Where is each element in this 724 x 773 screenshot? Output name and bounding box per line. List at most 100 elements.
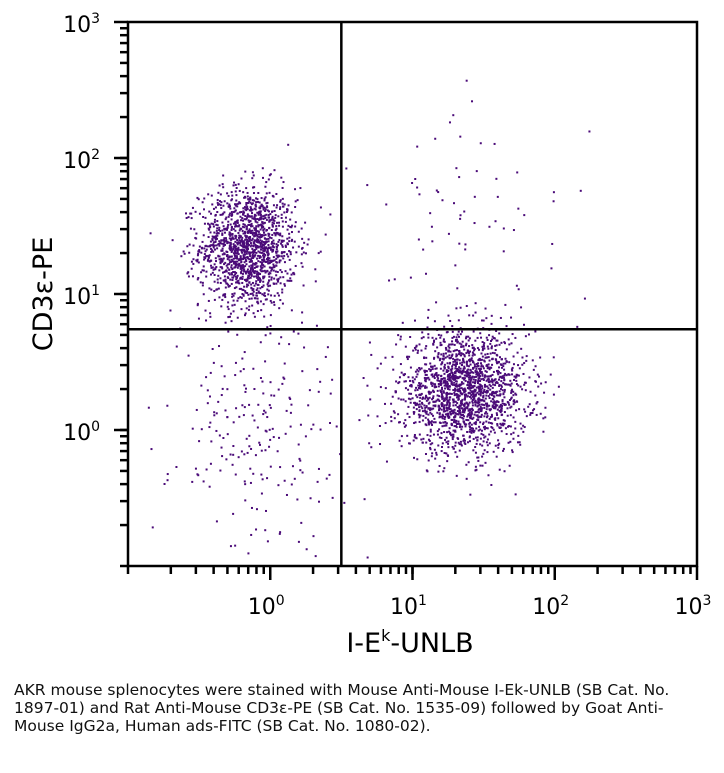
data-point [267, 253, 270, 256]
data-point [227, 285, 230, 288]
data-point [271, 225, 274, 228]
data-point [236, 260, 239, 263]
data-point [266, 283, 269, 286]
data-point [308, 389, 311, 392]
data-point [458, 350, 461, 353]
data-point [209, 462, 212, 465]
data-point [455, 361, 458, 364]
data-point [257, 290, 260, 293]
data-point [498, 390, 501, 393]
data-point [529, 413, 532, 416]
data-point [319, 250, 322, 253]
data-point [433, 364, 436, 367]
data-point [259, 256, 262, 259]
data-point [433, 375, 436, 378]
data-point [297, 443, 300, 446]
data-point [207, 227, 210, 230]
data-point [196, 473, 199, 476]
data-point [277, 484, 280, 487]
data-point [447, 374, 450, 377]
data-point [290, 309, 293, 312]
data-point [443, 340, 446, 343]
data-point [237, 202, 240, 205]
data-point [440, 450, 443, 453]
data-point [266, 209, 269, 212]
data-point [294, 225, 297, 228]
data-point [456, 413, 459, 416]
data-point [284, 245, 287, 248]
data-point [223, 211, 226, 214]
data-point [448, 357, 451, 360]
data-point [499, 388, 502, 391]
data-point [288, 250, 291, 253]
data-point [489, 416, 492, 419]
data-point [441, 361, 444, 364]
data-point [225, 264, 228, 267]
data-point [497, 446, 500, 449]
data-point [421, 331, 424, 334]
data-point [249, 258, 252, 261]
data-point [244, 170, 247, 173]
data-point [271, 245, 274, 248]
data-point [280, 255, 283, 258]
data-point [448, 372, 451, 375]
data-point [454, 389, 457, 392]
data-point [514, 376, 517, 379]
data-point [440, 432, 443, 435]
data-point [246, 451, 249, 454]
data-point [476, 414, 479, 417]
data-point [220, 242, 223, 245]
data-point [220, 239, 223, 242]
data-point [237, 456, 240, 459]
data-point [488, 442, 491, 445]
data-point [464, 370, 467, 373]
data-point [259, 376, 262, 379]
data-point [434, 383, 437, 386]
data-point [478, 373, 481, 376]
data-point [238, 201, 241, 204]
data-point [267, 293, 270, 296]
data-point [488, 417, 491, 420]
data-point [267, 281, 270, 284]
data-point [479, 385, 482, 388]
data-point [230, 218, 233, 221]
y-tick-label: 101 [63, 283, 100, 310]
data-point [502, 419, 505, 422]
data-point [462, 367, 465, 370]
data-point [252, 245, 255, 248]
data-point [505, 348, 508, 351]
data-point [503, 419, 506, 422]
data-point [245, 437, 248, 440]
data-point [209, 315, 212, 318]
data-point [464, 337, 467, 340]
data-point [280, 216, 283, 219]
data-point [466, 415, 469, 418]
data-point [277, 233, 280, 236]
data-point [277, 279, 280, 282]
data-point [241, 242, 244, 245]
data-point [512, 431, 515, 434]
data-point [457, 422, 460, 425]
data-point [212, 250, 215, 253]
data-point [442, 358, 445, 361]
data-point [267, 289, 270, 292]
data-point [218, 240, 221, 243]
data-point [260, 225, 263, 228]
data-point [234, 234, 237, 237]
data-point [151, 526, 154, 529]
data-point [228, 256, 231, 259]
data-point [486, 391, 489, 394]
data-point [482, 396, 485, 399]
data-point [281, 382, 284, 385]
data-point [272, 248, 275, 251]
data-point [281, 302, 284, 305]
data-point [476, 439, 479, 442]
data-point [466, 430, 469, 433]
data-point [250, 274, 253, 277]
data-point [280, 213, 283, 216]
data-point [532, 368, 535, 371]
data-point [496, 413, 499, 416]
data-point [208, 210, 211, 213]
data-point [207, 193, 210, 196]
data-point [196, 304, 199, 307]
